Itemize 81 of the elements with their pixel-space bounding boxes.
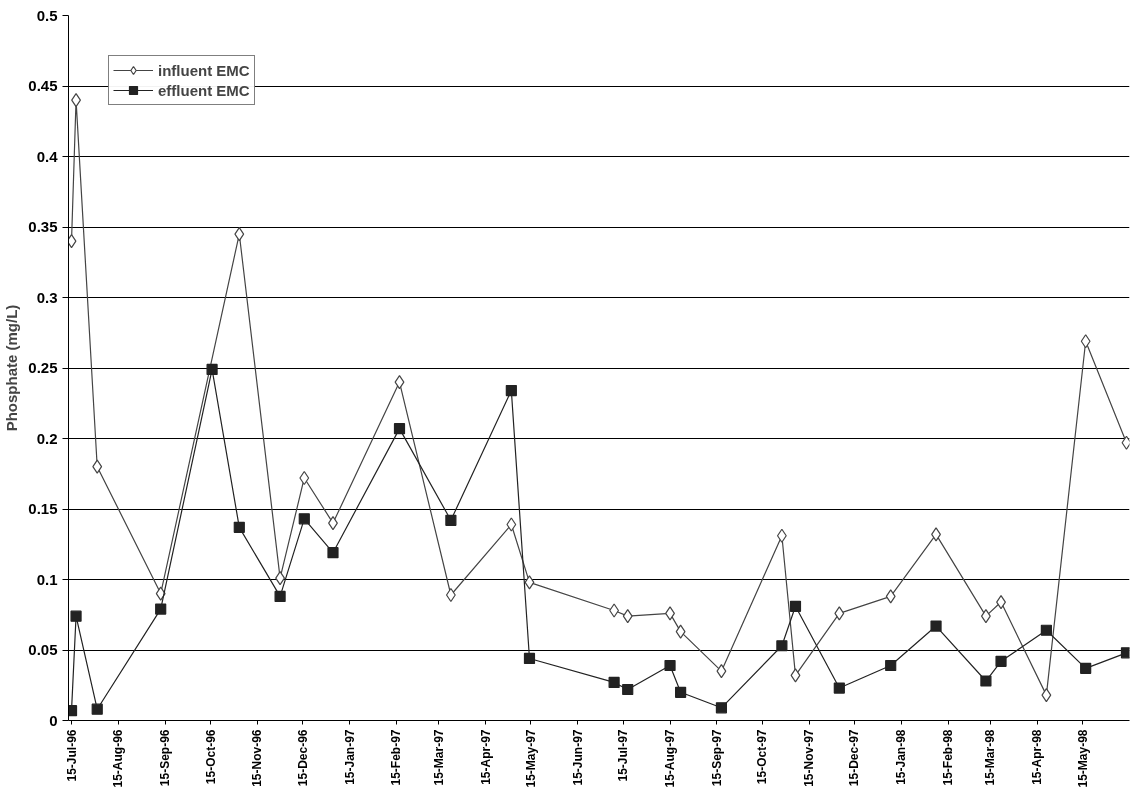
x-tick-label: 15-Apr-97 [478,729,493,785]
point [393,423,406,435]
point [445,514,457,526]
point [995,655,1007,667]
y-axis-title: Phosphate (mg/L) [3,304,21,432]
point [930,620,942,632]
point [327,547,339,559]
x-tick-label: 15-Jul-96 [64,729,79,782]
point [776,528,787,543]
point [506,517,517,532]
x-tick-label: 15-Mar-98 [983,729,998,786]
x-tick-label: 15-Nov-97 [802,729,817,787]
point [885,589,896,604]
x-tick-label: 15-Jan-98 [894,729,909,785]
point [834,606,845,621]
x-tick-label: 15-Jun-97 [570,729,585,786]
y-tick-label: 0.2 [36,429,58,447]
y-tick-label: 0.35 [28,218,58,235]
y-tick-label: 0.05 [28,641,58,658]
point [155,603,167,615]
point [1041,688,1052,703]
point [715,702,728,714]
y-tick-label: 0 [49,711,58,729]
point [675,624,686,639]
point [622,609,633,624]
x-tick-label: 15-Oct-97 [755,729,770,785]
point [1120,647,1130,659]
point [394,375,405,390]
point [608,676,620,689]
x-tick-label: 15-Jan-97 [342,729,357,785]
x-tick-label: 15-Feb-97 [389,729,404,786]
x-tick-label: 15-Aug-96 [111,729,126,788]
point [1040,624,1052,636]
x-tick-label: 15-Jul-97 [616,729,631,782]
point [274,590,286,603]
legend-label: effluent EMC [158,81,250,99]
point [716,664,727,679]
x-tick-label: 15-Sep-97 [709,729,724,787]
y-tick-label: 0.1 [36,570,58,588]
point [91,703,103,715]
y-tick-label: 0.3 [36,288,58,306]
point [776,640,788,652]
x-tick-label: 15-Oct-96 [203,729,218,785]
y-tick-label: 0.25 [28,359,58,376]
point [524,575,535,590]
x-tick-label: 15-Mar-97 [431,729,446,786]
point [523,652,536,665]
y-tick-label: 0.4 [36,147,59,165]
point [68,705,78,717]
point [298,513,310,525]
x-tick-label: 15-Feb-98 [941,729,956,786]
x-tick-label: 15-Dec-96 [295,729,310,787]
point [70,610,82,622]
point [1080,334,1091,349]
point [833,682,845,694]
point [675,686,687,698]
point [505,384,517,397]
x-tick-label: 15-Dec-97 [847,729,862,787]
x-tick-label: 15-Aug-97 [663,729,678,788]
legend-label: influent EMC [158,61,250,79]
point [622,683,634,696]
point [155,586,166,601]
point [609,603,620,618]
point [980,675,992,687]
x-tick-label: 15-May-97 [523,729,538,788]
point [1080,662,1092,674]
point [92,459,103,474]
point [885,659,897,672]
point [206,363,218,376]
y-tick-label: 0.45 [28,77,58,94]
point [664,659,676,672]
point [790,668,801,683]
point [233,521,245,533]
point [789,600,802,612]
x-tick-label: 15-Sep-96 [158,729,173,787]
x-tick-label: 15-May-98 [1075,729,1090,788]
x-tick-label: 15-Nov-96 [250,729,265,787]
point [980,609,991,624]
x-tick-label: 15-Apr-98 [1030,729,1045,785]
y-tick-label: 0.15 [28,500,58,517]
y-tick-label: 0.5 [36,6,58,24]
